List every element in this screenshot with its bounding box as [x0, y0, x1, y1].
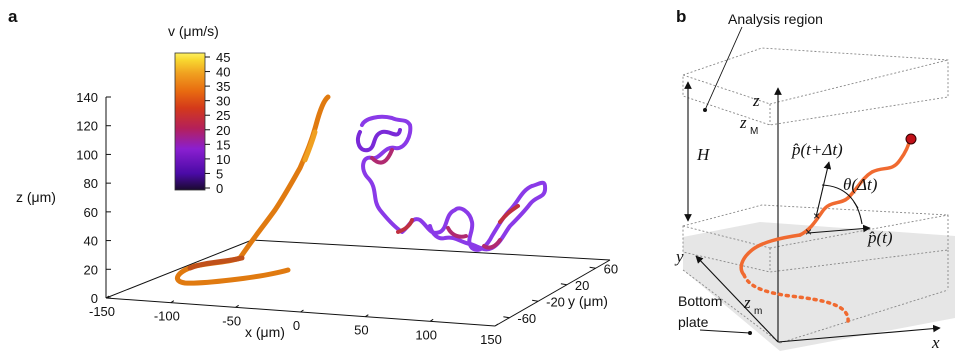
theta-arc — [821, 184, 863, 225]
z-tick-label: 80 — [84, 176, 98, 191]
z-tick-label: 120 — [76, 119, 98, 134]
colorbar-tick-label: 10 — [216, 152, 230, 167]
z-label: z — [752, 91, 760, 110]
x-tick — [300, 309, 304, 313]
z-axis-label: z (μm) — [16, 189, 56, 205]
x-tick — [235, 304, 239, 308]
x-tick — [105, 295, 110, 299]
panel-b-label: b — [676, 7, 686, 26]
p-future-mark: × — [813, 209, 820, 223]
x-tick-label: -100 — [154, 309, 180, 324]
colorbar-tick-label: 5 — [216, 166, 223, 181]
end-point — [905, 133, 917, 145]
zM-label: z M — [739, 113, 758, 137]
y-axis-line — [494, 259, 611, 327]
colorbar-tick-label: 35 — [216, 79, 230, 94]
y-tick-label: 20 — [575, 278, 589, 293]
z-tick-label: 140 — [76, 90, 98, 105]
x-tick — [170, 300, 175, 304]
svg-text:z: z — [743, 293, 751, 312]
z-tick-label: 0 — [91, 291, 98, 306]
H-label: H — [696, 145, 711, 164]
colorbar-tick-label: 40 — [216, 65, 230, 80]
p-now-label: p̂(t) — [867, 228, 893, 247]
z-tick-label: 60 — [84, 205, 98, 220]
p-future-label: p̂(t+Δt) — [791, 140, 843, 159]
z-tick-label: 40 — [84, 234, 98, 249]
colorbar-tick-label: 20 — [216, 123, 230, 138]
x-tick-label: -50 — [222, 313, 241, 328]
zm-label: z m — [743, 293, 762, 317]
analysis-region-pointer — [704, 26, 743, 111]
x-tick — [365, 314, 369, 318]
svg-text:z: z — [739, 113, 747, 132]
y-ticks: -60 -20 20 60 — [503, 261, 618, 326]
panel-a-label: a — [8, 7, 18, 26]
colorbar-tick-label: 15 — [216, 137, 230, 152]
colorbar-tick-label: 45 — [216, 50, 230, 65]
z-tick-label: 20 — [84, 262, 98, 277]
x-label: x — [931, 333, 940, 352]
bottom-plate-label-1: Bottom — [678, 293, 722, 309]
y-tick-label: -60 — [517, 311, 536, 326]
orientation-vectors — [807, 161, 871, 234]
y-tick — [503, 316, 510, 319]
analysis-box — [682, 47, 949, 344]
x-tick — [494, 323, 499, 327]
y-tick — [532, 299, 539, 302]
p-now-arrow — [807, 224, 871, 234]
y-axis-label: y (μm) — [568, 293, 608, 309]
colorbar-tick-label: 25 — [216, 108, 230, 123]
colorbar-label: v (μm/s) — [168, 23, 219, 39]
x-ticks: -150 -100 -50 0 50 100 150 — [89, 295, 502, 347]
p-now-mark: × — [805, 225, 812, 239]
p-future-arrow — [815, 161, 832, 218]
y-tick — [560, 283, 567, 286]
x-axis-label: x (μm) — [245, 324, 285, 340]
trajectory-slow — [356, 114, 548, 252]
x-tick-label: 100 — [415, 327, 437, 342]
x-tick — [429, 318, 434, 322]
x-tick-label: 150 — [480, 332, 502, 347]
x-arrow — [777, 324, 941, 343]
y-tick-label: 60 — [604, 261, 618, 276]
y-tick — [589, 266, 596, 269]
trajectory-fast — [174, 94, 331, 286]
theta-label: θ(Δt) — [843, 175, 878, 194]
analysis-region-label: Analysis region — [728, 11, 823, 27]
panel-b-axes — [684, 81, 941, 343]
z-ticks: 0 20 40 60 80 100 120 140 — [76, 90, 111, 306]
bottom-plate-label-2: plate — [678, 314, 709, 330]
svg-text:m: m — [754, 306, 762, 317]
bottom-plate-pointer — [699, 329, 751, 334]
bottom-plate-shade — [683, 222, 955, 351]
colorbar-tick-label: 30 — [216, 94, 230, 109]
x-tick-label: 0 — [293, 318, 300, 333]
panel-b-trajectory — [739, 138, 912, 324]
z-tick-label: 100 — [76, 147, 98, 162]
y-tick-label: -20 — [546, 294, 565, 309]
colorbar-tick-label: 0 — [216, 181, 223, 196]
y-label: y — [674, 247, 684, 266]
colorbar-bar — [174, 52, 206, 191]
x-tick-label: -150 — [89, 304, 115, 319]
z-axis: 0 20 40 60 80 100 120 140 z (μm) — [16, 90, 111, 306]
y-arrow — [695, 255, 779, 343]
x-tick-label: 50 — [354, 323, 368, 338]
svg-text:M: M — [750, 126, 758, 137]
